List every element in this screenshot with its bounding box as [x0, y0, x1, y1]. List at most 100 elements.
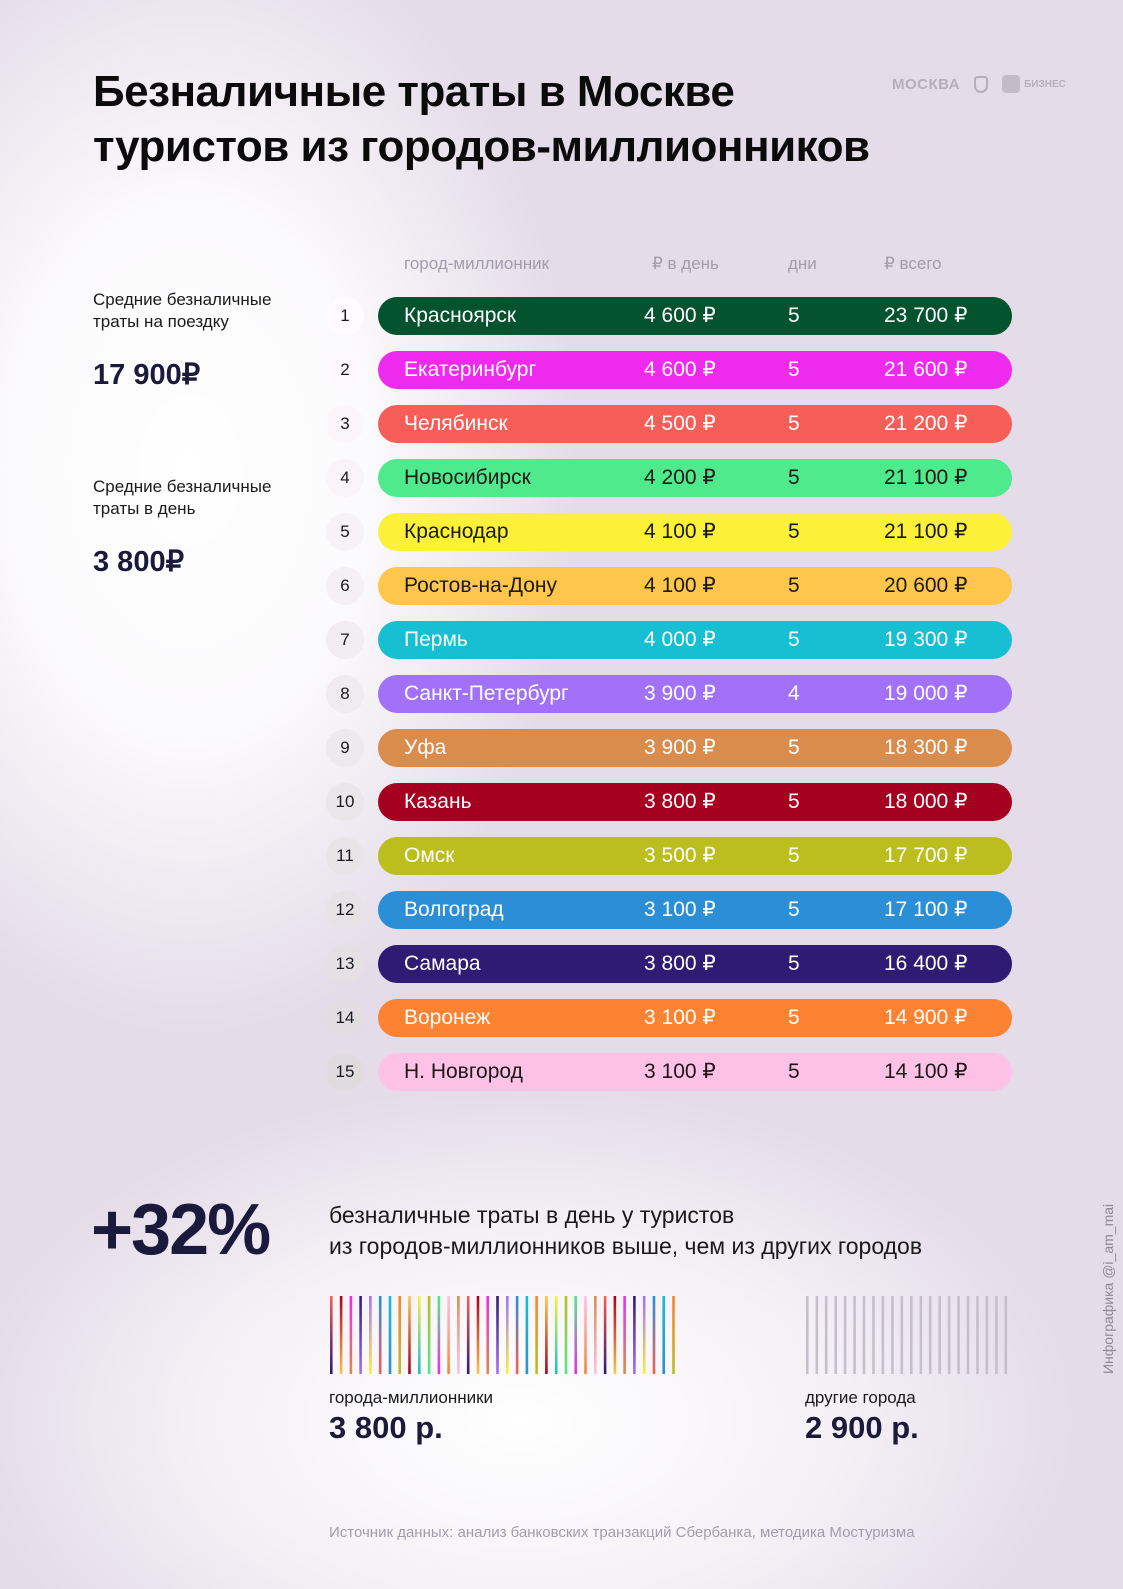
biz-logo-text: БИЗНЕС	[1024, 78, 1066, 90]
summary-trip: Средние безналичные траты на поездку 17 …	[93, 289, 293, 392]
partner-logos: МОСКВА БИЗНЕС	[892, 72, 1066, 96]
rank-badge: 1	[326, 297, 364, 335]
rank-badge: 3	[326, 405, 364, 443]
city-name: Самара	[404, 952, 481, 975]
million-bar-stripe	[330, 1296, 333, 1374]
table-row: 2 Екатеринбург 4 600 ₽ 5 21 600 ₽	[326, 351, 1012, 389]
total-value: 23 700 ₽	[884, 304, 968, 327]
city-name: Ростов-на-Дону	[404, 574, 557, 597]
total-value: 19 300 ₽	[884, 628, 968, 651]
million-bar-stripe	[613, 1296, 617, 1374]
table-row: 1 Красноярск 4 600 ₽ 5 23 700 ₽	[326, 297, 1012, 335]
other-bar-stripe	[1004, 1296, 1008, 1374]
days-value: 5	[788, 844, 800, 867]
other-cities-value: 2 900 р.	[805, 1410, 919, 1445]
other-bar-stripe	[891, 1296, 894, 1374]
city-bar	[378, 621, 1012, 659]
city-bar	[378, 999, 1012, 1037]
total-value: 14 900 ₽	[884, 1006, 968, 1029]
other-bar-stripe	[995, 1296, 998, 1374]
days-value: 5	[788, 736, 800, 759]
million-bar-stripe	[466, 1296, 470, 1374]
city-name: Волгоград	[404, 898, 504, 921]
million-bar-stripe	[388, 1296, 392, 1374]
per-day-value: 3 100 ₽	[644, 1060, 716, 1083]
city-name: Краснодар	[404, 520, 509, 543]
other-bar-stripe	[985, 1296, 989, 1374]
comparison-description: безналичные траты в день у туристов из г…	[329, 1200, 1029, 1262]
city-bar	[378, 405, 1012, 443]
summary-trip-label: Средние безналичные траты на поездку	[93, 290, 272, 331]
million-bar-stripe	[652, 1296, 656, 1374]
rank-badge: 13	[326, 945, 364, 983]
total-value: 18 300 ₽	[884, 736, 968, 759]
city-name: Воронеж	[404, 1006, 491, 1029]
column-header-city: город-миллионник	[404, 254, 550, 273]
table-row: 8 Санкт-Петербург 3 900 ₽ 4 19 000 ₽	[326, 675, 1012, 713]
per-day-value: 4 600 ₽	[644, 304, 716, 327]
days-value: 5	[788, 1060, 800, 1083]
rank-badge: 14	[326, 999, 364, 1037]
million-bar-stripe	[447, 1296, 450, 1374]
million-bar-stripe	[623, 1296, 626, 1374]
rank-badge: 9	[326, 729, 364, 767]
title-line-1: Безналичные траты в Москве	[93, 67, 735, 116]
table-row: 6 Ростов-на-Дону 4 100 ₽ 5 20 600 ₽	[326, 567, 1012, 605]
table-row: 14 Воронеж 3 100 ₽ 5 14 900 ₽	[326, 999, 1012, 1037]
city-bar	[378, 459, 1012, 497]
city-bar	[378, 945, 1012, 983]
city-name: Омск	[404, 844, 455, 867]
total-value: 14 100 ₽	[884, 1060, 968, 1083]
million-bar-stripe	[525, 1296, 529, 1374]
million-bar-stripe	[564, 1296, 568, 1374]
table-row: 11 Омск 3 500 ₽ 5 17 700 ₽	[326, 837, 1012, 875]
total-value: 21 200 ₽	[884, 412, 968, 435]
city-bar	[378, 675, 1012, 713]
million-bar-stripe	[545, 1296, 548, 1374]
million-bar-stripe	[339, 1296, 343, 1374]
comparison-description-line-2: из городов-миллионников выше, чем из дру…	[329, 1233, 923, 1259]
rank-badge: 10	[326, 783, 364, 821]
city-bar	[378, 729, 1012, 767]
days-value: 4	[788, 682, 800, 705]
million-bar-stripe	[515, 1296, 519, 1374]
city-name: Екатеринбург	[404, 358, 537, 381]
other-bar-stripe	[824, 1296, 828, 1374]
rank-badge: 15	[326, 1053, 364, 1091]
column-header-days: дни	[788, 254, 817, 273]
total-value: 18 000 ₽	[884, 790, 968, 813]
million-bar-stripe	[506, 1296, 509, 1374]
million-bar-stripe	[594, 1296, 597, 1374]
million-bar-stripe	[662, 1296, 665, 1374]
other-cities-barcode	[806, 1296, 1008, 1374]
million-bar-stripe	[633, 1296, 636, 1374]
table-row: 15 Н. Новгород 3 100 ₽ 5 14 100 ₽	[326, 1053, 1012, 1091]
total-value: 17 700 ₽	[884, 844, 968, 867]
million-bar-stripe	[369, 1296, 372, 1374]
days-value: 5	[788, 952, 800, 975]
per-day-value: 3 800 ₽	[644, 790, 716, 813]
million-bar-stripe	[642, 1296, 646, 1374]
million-bar-stripe	[672, 1296, 675, 1374]
total-value: 20 600 ₽	[884, 574, 968, 597]
city-bar	[378, 351, 1012, 389]
per-day-value: 4 600 ₽	[644, 358, 716, 381]
other-bar-stripe	[947, 1296, 951, 1374]
city-name: Казань	[404, 790, 472, 813]
table-row: 10 Казань 3 800 ₽ 5 18 000 ₽	[326, 783, 1012, 821]
million-bar-stripe	[554, 1296, 558, 1374]
per-day-value: 3 800 ₽	[644, 952, 716, 975]
million-bar-stripe	[349, 1296, 353, 1374]
column-header-per-day: ₽ в день	[652, 254, 719, 273]
other-bar-stripe	[976, 1296, 979, 1374]
rank-badge: 12	[326, 891, 364, 929]
city-name: Красноярск	[404, 304, 517, 327]
rank-badge: 11	[326, 837, 364, 875]
per-day-value: 4 200 ₽	[644, 466, 716, 489]
table-row: 13 Самара 3 800 ₽ 5 16 400 ₽	[326, 945, 1012, 983]
city-name: Новосибирск	[404, 466, 531, 489]
coat-of-arms-icon	[974, 75, 989, 93]
days-value: 5	[788, 790, 800, 813]
city-bar	[378, 891, 1012, 929]
other-bar-stripe	[862, 1296, 866, 1374]
